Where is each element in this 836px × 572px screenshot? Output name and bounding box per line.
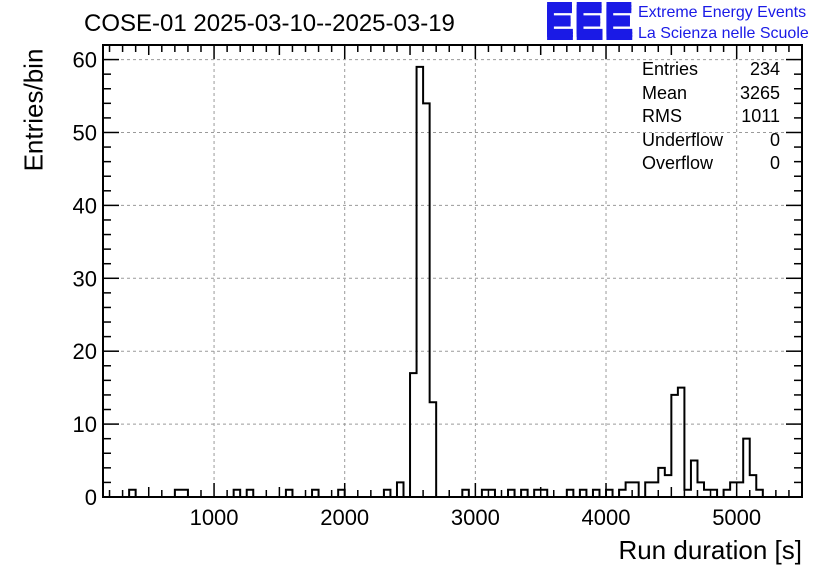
stat-value: 1011: [741, 106, 780, 126]
histogram-bin: [737, 482, 744, 497]
x-tick-label: 5000: [712, 505, 761, 530]
histogram-bin: [234, 490, 241, 497]
histogram-bin: [652, 482, 659, 497]
stat-label: Overflow: [642, 153, 714, 173]
histogram-bin: [730, 482, 737, 497]
x-tick-label: 4000: [582, 505, 631, 530]
histogram-bin: [645, 482, 652, 497]
plot-frame: [102, 44, 803, 498]
histogram-bin: [619, 490, 626, 497]
stats-box: Entries 234 Mean 3265 RMS 1011 Underflow…: [642, 58, 780, 176]
histogram-bin: [671, 395, 678, 497]
stat-label: Entries: [642, 59, 699, 79]
histogram-bin: [684, 490, 691, 497]
histogram-bin: [697, 482, 704, 497]
histogram-bin: [417, 67, 424, 497]
x-tick-label: 2000: [320, 505, 369, 530]
y-tick-label: 50: [73, 120, 97, 145]
histogram-bin: [750, 475, 757, 497]
histogram-bin: [691, 461, 698, 497]
logo-line-1: Extreme Energy Events: [638, 4, 807, 21]
histogram-bin: [482, 490, 489, 497]
stat-label: Mean: [642, 82, 688, 103]
stat-row-mean: Mean 3265: [642, 82, 780, 106]
y-tick-label: 10: [73, 412, 97, 437]
stat-row-entries: Entries 234: [642, 58, 780, 82]
histogram-bin: [626, 482, 633, 497]
x-tick-label: 1000: [190, 505, 239, 530]
stat-value: 3265: [739, 82, 780, 103]
x-tick-label: 3000: [451, 505, 500, 530]
histogram-bin: [658, 468, 665, 497]
histogram-bin: [711, 490, 718, 497]
stat-row-overflow: Overflow 0: [642, 152, 780, 176]
y-tick-label: 0: [85, 485, 97, 510]
histogram-bin: [606, 490, 613, 497]
stat-value: 0: [769, 129, 780, 150]
histogram-bin: [286, 490, 293, 497]
histogram-bin: [181, 490, 188, 497]
histogram-bin: [462, 490, 469, 497]
histogram-bin: [541, 490, 548, 497]
histogram-bin: [567, 490, 574, 497]
histogram-bin: [508, 490, 515, 497]
histogram-bin: [410, 373, 417, 497]
histogram-bin: [423, 103, 430, 497]
histogram-bin: [580, 490, 587, 497]
y-axis-label: Entries/bin: [18, 48, 49, 172]
histogram-bin: [430, 402, 437, 497]
histogram-bin: [247, 490, 254, 497]
stat-label: RMS: [642, 106, 682, 126]
stat-row-underflow: Underflow 0: [642, 129, 780, 153]
histogram-bin: [312, 490, 319, 497]
chart-title: COSE-01 2025-03-10--2025-03-19: [84, 10, 455, 37]
histogram-bin: [521, 490, 528, 497]
histogram-bin: [632, 482, 639, 497]
x-axis-label: Run duration [s]: [618, 535, 802, 565]
stat-label: Underflow: [642, 129, 724, 150]
stat-value: 234: [749, 59, 780, 79]
histogram-bin: [338, 490, 345, 497]
histogram-bin: [704, 490, 711, 497]
stat-value: 0: [769, 153, 780, 173]
histogram-bin: [724, 490, 731, 497]
histogram-bin: [129, 490, 136, 497]
histogram-bin: [743, 439, 750, 497]
histogram-bin: [678, 388, 685, 497]
histogram-bin: [175, 490, 182, 497]
histogram-bin: [384, 490, 391, 497]
histogram-bin: [593, 490, 600, 497]
histogram-bin: [756, 490, 763, 497]
stat-row-rms: RMS 1011: [642, 105, 780, 129]
histogram-bin: [534, 490, 541, 497]
eee-logo: EEE: [544, 0, 634, 47]
y-tick-label: 60: [73, 48, 97, 73]
histogram-bin: [397, 482, 404, 497]
histogram-bin: [665, 475, 672, 497]
y-tick-label: 30: [73, 266, 97, 291]
logo-line-2: La Scienza nelle Scuole: [638, 25, 809, 42]
y-tick-label: 40: [73, 193, 97, 218]
histogram-bin: [488, 490, 495, 497]
y-tick-label: 20: [73, 339, 97, 364]
